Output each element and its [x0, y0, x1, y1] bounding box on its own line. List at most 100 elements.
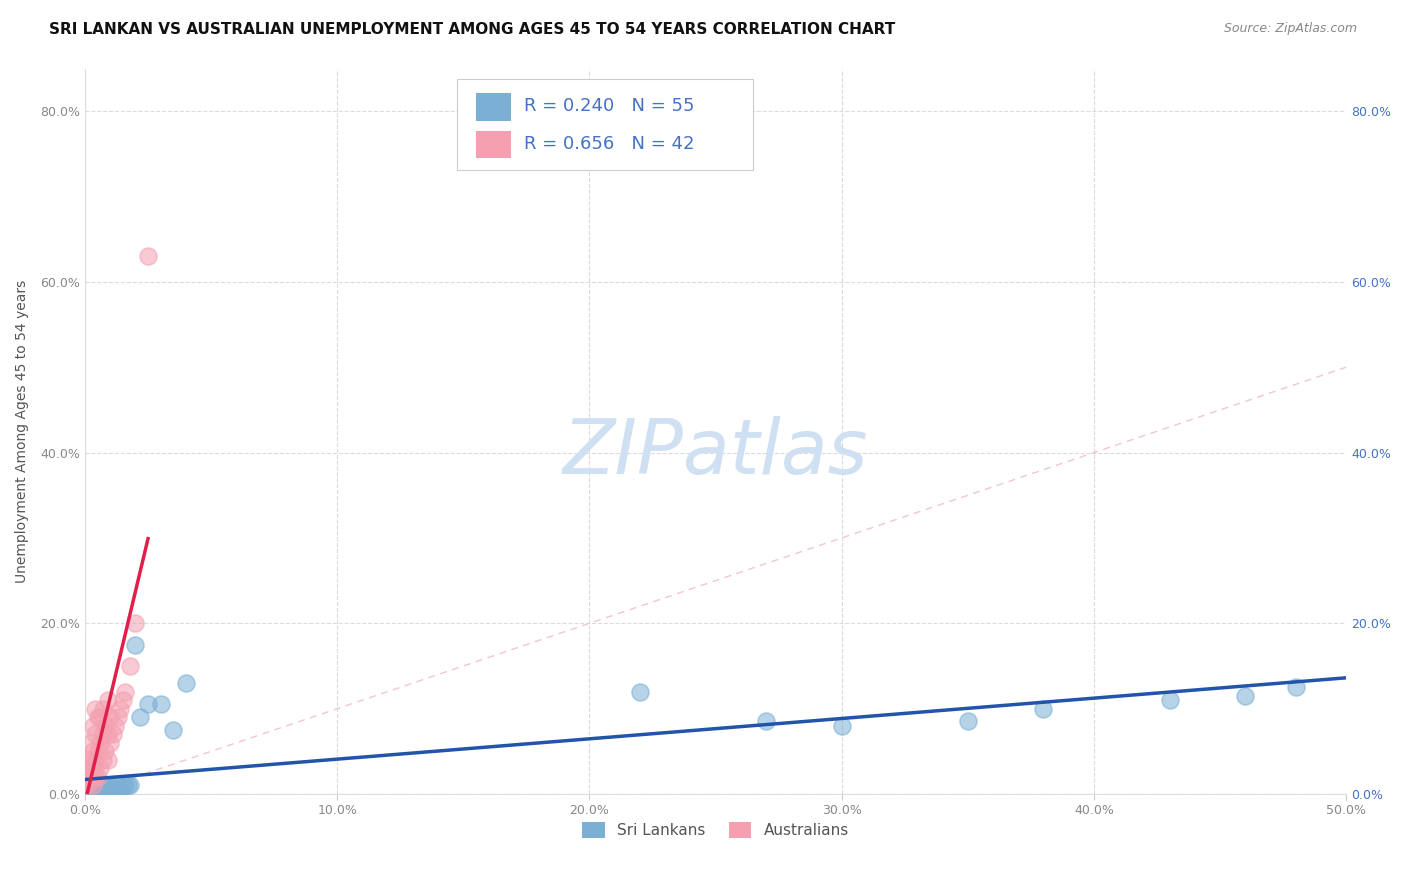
Point [79, 753, 101, 767]
Point [79, 787, 101, 801]
Point [84, 787, 107, 801]
Point [110, 782, 132, 797]
Point [104, 782, 127, 797]
Point [117, 779, 139, 793]
Point [91, 727, 114, 741]
Point [79, 770, 101, 784]
Point [98, 710, 121, 724]
Point [73, 761, 96, 775]
Point [98, 736, 121, 750]
Point [84, 770, 107, 784]
Point [162, 723, 184, 737]
Point [91, 753, 114, 767]
Point [84, 779, 107, 793]
Point [82, 779, 104, 793]
Point [1159, 693, 1181, 707]
Point [94, 744, 117, 758]
Point [1032, 701, 1054, 715]
Point [89, 710, 111, 724]
Point [1234, 689, 1257, 703]
Point [120, 659, 142, 673]
Text: ZIPatlas: ZIPatlas [562, 416, 869, 490]
Bar [477, 130, 512, 158]
Point [129, 710, 152, 724]
Point [98, 782, 121, 797]
Point [82, 782, 104, 797]
Point [1285, 681, 1308, 695]
Point [89, 779, 111, 793]
Point [97, 787, 120, 801]
Point [86, 744, 108, 758]
Point [94, 782, 117, 797]
Point [82, 787, 104, 801]
Point [86, 777, 108, 791]
Point [149, 698, 172, 712]
Point [86, 780, 108, 794]
Point [91, 782, 114, 797]
Point [120, 779, 142, 793]
Text: Source: ZipAtlas.com: Source: ZipAtlas.com [1223, 22, 1357, 36]
Point [73, 770, 96, 784]
Point [101, 782, 124, 797]
Point [79, 782, 101, 797]
Point [82, 719, 104, 733]
Point [107, 779, 129, 793]
Point [76, 753, 98, 767]
FancyBboxPatch shape [457, 79, 754, 170]
Point [89, 787, 111, 801]
Point [73, 782, 96, 797]
Point [97, 693, 120, 707]
Point [110, 701, 132, 715]
Point [89, 761, 111, 775]
Point [82, 744, 104, 758]
Point [94, 779, 117, 793]
Point [94, 719, 117, 733]
Point [97, 753, 120, 767]
Point [76, 779, 98, 793]
Point [111, 779, 134, 793]
Point [98, 779, 121, 793]
Point [73, 779, 96, 793]
Point [98, 787, 121, 801]
Point [76, 782, 98, 797]
Point [107, 710, 129, 724]
Point [956, 714, 979, 729]
Point [97, 779, 120, 793]
Point [91, 701, 114, 715]
Point [82, 761, 104, 775]
Y-axis label: Unemployment Among Ages 45 to 54 years: Unemployment Among Ages 45 to 54 years [15, 279, 30, 582]
Text: SRI LANKAN VS AUSTRALIAN UNEMPLOYMENT AMONG AGES 45 TO 54 YEARS CORRELATION CHAR: SRI LANKAN VS AUSTRALIAN UNEMPLOYMENT AM… [49, 22, 896, 37]
Point [89, 782, 111, 797]
Point [73, 779, 96, 793]
Point [84, 727, 107, 741]
Point [97, 782, 120, 797]
Point [107, 782, 129, 797]
Point [86, 770, 108, 784]
Point [101, 727, 124, 741]
Point [91, 787, 114, 801]
Point [84, 753, 107, 767]
Point [136, 249, 159, 263]
Point [628, 684, 651, 698]
Point [174, 676, 197, 690]
Point [79, 779, 101, 793]
Point [86, 787, 108, 801]
Point [84, 701, 107, 715]
Point [76, 787, 98, 801]
Point [124, 616, 146, 631]
Point [831, 719, 853, 733]
Point [73, 787, 96, 801]
Point [82, 779, 104, 793]
Point [79, 736, 101, 750]
Point [136, 698, 159, 712]
Legend: Sri Lankans, Australians: Sri Lankans, Australians [576, 816, 855, 845]
Point [755, 714, 778, 729]
Point [114, 684, 136, 698]
Bar [477, 93, 512, 120]
Point [114, 779, 136, 793]
Point [84, 782, 107, 797]
Point [76, 770, 98, 784]
Text: R = 0.656   N = 42: R = 0.656 N = 42 [524, 135, 695, 153]
Point [89, 736, 111, 750]
Point [86, 782, 108, 797]
